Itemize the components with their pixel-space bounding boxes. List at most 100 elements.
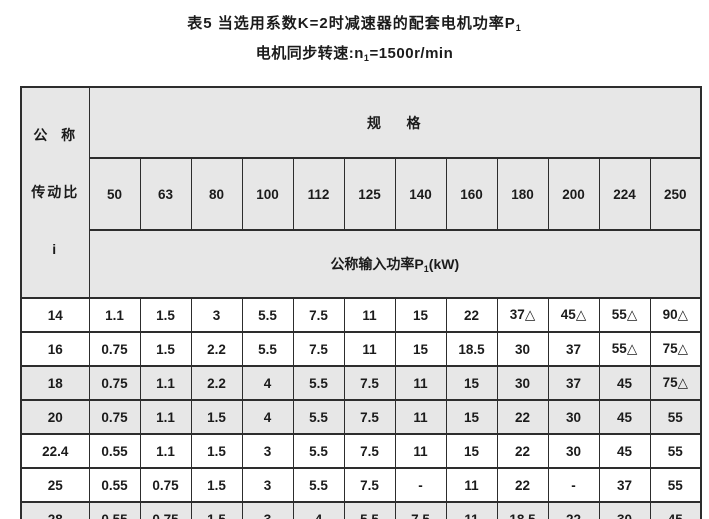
table-title-text: 表5 当选用系数K=2时减速器的配套电机功率P (187, 15, 516, 32)
value-cell: 30 (496, 331, 549, 367)
ratio-cell: 22.4 (20, 433, 90, 469)
value-cell: 1.1 (139, 365, 192, 401)
value-cell: 37△ (496, 297, 549, 333)
value-cell: 0.75 (88, 365, 141, 401)
value-cell: 11 (394, 365, 447, 401)
value-cell: - (394, 467, 447, 503)
value-cell: 55 (649, 399, 702, 435)
value-cell: 45 (598, 399, 651, 435)
value-cell: 5.5 (292, 399, 345, 435)
group-header-row: 公 称 传动比 i 规 格 (20, 85, 702, 299)
value-cell: 11 (343, 297, 396, 333)
value-cell: 11 (445, 501, 498, 519)
value-cell: 7.5 (394, 501, 447, 519)
value-cell: 15 (394, 331, 447, 367)
value-cell: 1.5 (190, 433, 243, 469)
table-row-ratio-14: 14 1.1 1.5 3 5.5 7.5 11 15 22 37△ 45△ 55△ 90△ (20, 297, 702, 333)
value-cell: 1.5 (190, 501, 243, 519)
size-header-160: 160 (445, 157, 498, 231)
value-cell: 0.55 (88, 501, 141, 519)
motor-power-table: 公 称 传动比 i 规 格 50 63 80 100 112 125 140 160 180 20… (20, 85, 703, 519)
ratio-header-line2: 传动比 (31, 184, 80, 200)
value-cell: 1.5 (139, 297, 192, 333)
size-header-200: 200 (547, 157, 600, 231)
table-row-ratio-25: 25 0.55 0.75 1.5 3 5.5 7.5-11 22-37 55 (20, 467, 702, 503)
value-cell: 75△ (649, 331, 702, 367)
table-subtitle: 电机同步转速:n1=1500r/min (0, 42, 709, 63)
table-title: 表5 当选用系数K=2时减速器的配套电机功率P1 (0, 12, 709, 33)
size-header-125: 125 (343, 157, 396, 231)
size-header-140: 140 (394, 157, 447, 231)
value-cell: 11 (394, 399, 447, 435)
value-cell: 15 (445, 433, 498, 469)
value-cell: 37 (547, 365, 600, 401)
subtitle-prefix: 电机同步转速:n (255, 45, 364, 62)
value-cell: 45△ (547, 297, 600, 333)
value-cell: 5.5 (292, 365, 345, 401)
ratio-cell: 14 (20, 297, 90, 333)
value-cell: 45 (598, 433, 651, 469)
value-cell: 15 (445, 399, 498, 435)
value-cell: 7.5 (343, 433, 396, 469)
value-cell: 1.5 (139, 331, 192, 367)
size-header-63: 63 (139, 157, 192, 231)
value-cell: 22 (445, 297, 498, 333)
power-header-row: 公称输入功率P1(kW) (21, 228, 702, 300)
value-cell: 15 (445, 365, 498, 401)
table-row-ratio-20: 20 0.75 1.1 1.5 4 5.5 7.5 11 15 22 30 45 55 (20, 399, 702, 435)
value-cell: 3 (241, 433, 294, 469)
value-cell: 55△ (598, 331, 651, 367)
value-cell: 3 (241, 467, 294, 503)
value-cell: 1.5 (190, 399, 243, 435)
value-cell: 18.5 (496, 501, 549, 519)
ratio-cell: 25 (20, 467, 90, 503)
power-header-subscript: 1 (423, 263, 429, 274)
power-header: 公称输入功率P1(kW) (88, 228, 702, 300)
value-cell: 5.5 (343, 501, 396, 519)
value-cell: 2.2 (190, 331, 243, 367)
power-header-text: 公称输入功率P (330, 255, 424, 272)
table-row-ratio-18: 18 0.75 1.1 2.2 4 5.5 7.5 11 15 30 37 45 75△ (20, 365, 702, 401)
size-header-row: 50 63 80 100 112 125 140 160 180 200 224 250 (21, 157, 702, 231)
value-cell: 0.75 (88, 331, 141, 367)
size-header-112: 112 (292, 157, 345, 231)
value-cell: 5.5 (241, 297, 294, 333)
value-cell: 22 (547, 501, 600, 519)
ratio-cell: 28 (20, 501, 90, 519)
value-cell: 90△ (649, 297, 702, 333)
value-cell: 18.5 (445, 331, 498, 367)
size-header-100: 100 (241, 157, 294, 231)
value-cell: 55△ (598, 297, 651, 333)
ratio-column-header: 公 称 传动比 i (20, 86, 90, 299)
ratio-header-line1: 公 称 (33, 127, 78, 143)
value-cell: 15 (394, 297, 447, 333)
value-cell: 55 (649, 467, 702, 503)
value-cell: 30 (496, 365, 549, 401)
value-cell: 45 (598, 365, 651, 401)
size-header-224: 224 (598, 157, 651, 231)
value-cell: 7.5 (292, 297, 345, 333)
value-cell: 3 (190, 297, 243, 333)
value-cell: 22 (496, 399, 549, 435)
value-cell: 7.5 (292, 331, 345, 367)
value-cell: 0.75 (139, 501, 192, 519)
value-cell: 11 (343, 331, 396, 367)
value-cell: - (547, 467, 600, 503)
value-cell: 4 (292, 501, 345, 519)
value-cell: 4 (241, 365, 294, 401)
value-cell: 1.5 (190, 467, 243, 503)
value-cell: 5.5 (292, 467, 345, 503)
value-cell: 0.55 (88, 433, 141, 469)
value-cell: 1.1 (139, 433, 192, 469)
value-cell: 55 (649, 433, 702, 469)
value-cell: 2.2 (190, 365, 243, 401)
title-subscript: 1 (515, 23, 522, 33)
value-cell: 4 (241, 399, 294, 435)
value-cell: 7.5 (343, 467, 396, 503)
value-cell: 37 (547, 331, 600, 367)
value-cell: 5.5 (241, 331, 294, 367)
value-cell: 0.75 (139, 467, 192, 503)
value-cell: 22 (496, 467, 549, 503)
table-row-ratio-16: 16 0.75 1.5 2.2 5.5 7.5 11 15 18.5 30 37 55△ 75△ (20, 331, 702, 367)
size-header-180: 180 (496, 157, 549, 231)
